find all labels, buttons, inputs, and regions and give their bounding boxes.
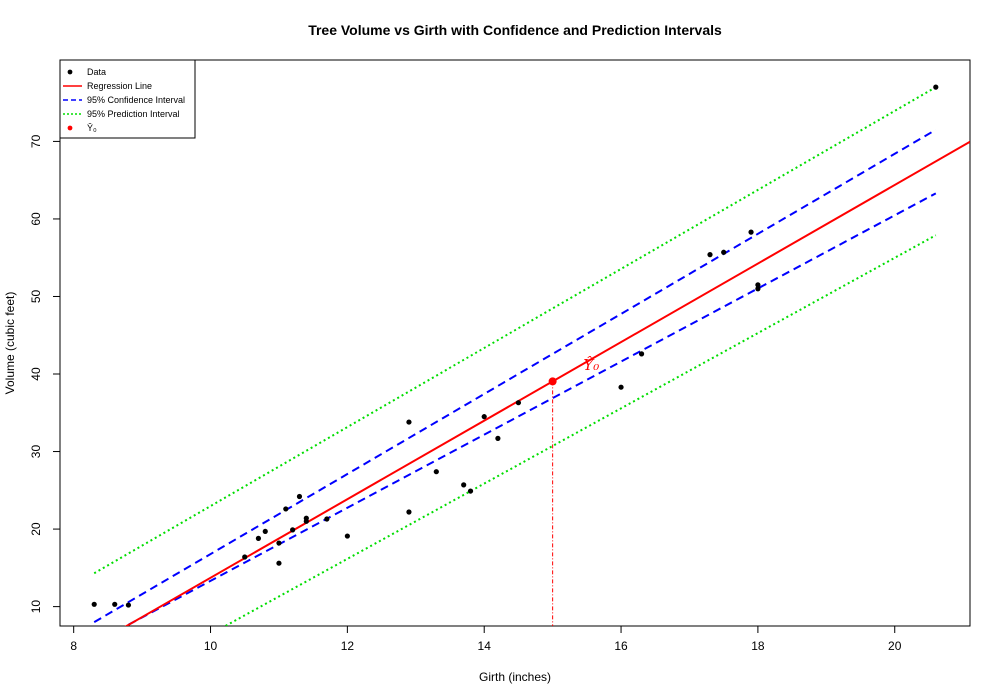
- chart-title: Tree Volume vs Girth with Confidence and…: [308, 22, 722, 38]
- x-tick-label: 20: [888, 639, 902, 653]
- data-point: [618, 384, 624, 390]
- data-point: [748, 229, 754, 235]
- data-point: [481, 414, 487, 420]
- prediction-interval-upper: [93, 86, 937, 575]
- x-axis-label: Girth (inches): [479, 670, 551, 684]
- y-tick-label: 60: [29, 212, 43, 226]
- data-point: [406, 509, 412, 515]
- legend-entry-label: Regression Line: [87, 81, 152, 91]
- data-point: [125, 602, 132, 608]
- data-point: [91, 601, 97, 607]
- data-point: [461, 482, 467, 488]
- data-point: [721, 249, 727, 255]
- data-point: [933, 84, 939, 90]
- data-point: [638, 351, 645, 357]
- data-point: [324, 516, 330, 522]
- data-point: [344, 533, 350, 539]
- legend-entry-label: 95% Confidence Interval: [87, 95, 185, 105]
- data-point: [242, 554, 248, 560]
- x-tick-label: 14: [478, 639, 492, 653]
- data-point: [255, 535, 262, 541]
- y-axis: 10 20 30 40 50 60 70: [29, 134, 60, 613]
- prediction-annotation: Ŷ₀: [583, 356, 599, 374]
- x-tick-label: 8: [70, 639, 77, 653]
- plot-layer: Ŷ₀: [91, 84, 970, 626]
- legend-entry-label: 95% Prediction Interval: [87, 109, 180, 119]
- x-tick-label: 18: [751, 639, 765, 653]
- confidence-interval-lower: [124, 192, 937, 626]
- data-point: [283, 506, 289, 512]
- data-point: [276, 560, 282, 566]
- data-point: [755, 282, 761, 288]
- y-tick-label: 70: [29, 134, 43, 148]
- data-point: [276, 540, 282, 546]
- prediction-point: [548, 377, 557, 386]
- confidence-interval-upper: [93, 128, 937, 623]
- legend-entry-label: Ŷ₀: [87, 123, 97, 133]
- data-point: [303, 515, 309, 521]
- data-point: [515, 400, 522, 406]
- x-tick-label: 16: [614, 639, 628, 653]
- regression-line: [124, 140, 970, 626]
- data-point: [707, 252, 713, 258]
- legend: Data Regression Line 95% Confidence Interv…: [59, 59, 196, 139]
- y-tick-label: 20: [29, 522, 43, 536]
- data-point: [296, 493, 303, 500]
- plot-area-frame: [59, 59, 971, 627]
- legend-marker: [67, 125, 73, 131]
- x-tick-label: 10: [204, 639, 218, 653]
- y-tick-label: 10: [29, 600, 43, 614]
- y-tick-label: 50: [29, 289, 43, 303]
- data-point: [112, 601, 118, 607]
- legend-entry-label: Data: [87, 67, 106, 77]
- data-point: [406, 419, 412, 425]
- legend-box: [59, 59, 196, 139]
- data-point: [262, 528, 268, 535]
- data-point: [467, 488, 474, 494]
- y-tick-label: 30: [29, 445, 43, 459]
- y-tick-label: 40: [29, 367, 43, 381]
- legend-marker: [67, 69, 73, 75]
- data-point: [755, 286, 761, 292]
- x-tick-label: 12: [341, 639, 355, 653]
- data-point: [433, 469, 439, 475]
- data-point: [495, 435, 501, 441]
- y-axis-label: Volume (cubic feet): [3, 292, 17, 395]
- x-axis: 8 10 12 14 16 18 20: [70, 625, 902, 653]
- data-point: [290, 527, 296, 533]
- prediction-interval-lower: [223, 234, 937, 626]
